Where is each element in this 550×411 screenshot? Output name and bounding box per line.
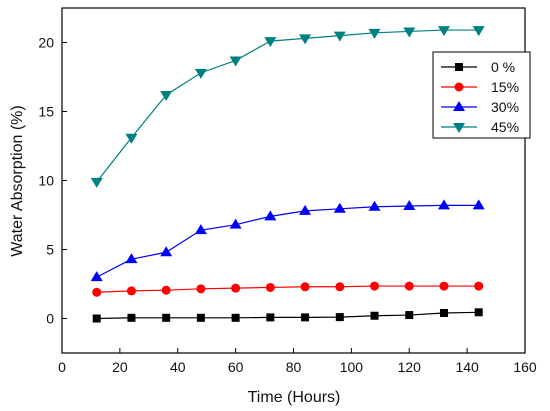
x-tick-label: 120 — [398, 359, 422, 375]
x-tick-label: 160 — [513, 359, 537, 375]
data-point — [231, 313, 240, 322]
y-tick-label: 20 — [38, 35, 54, 51]
data-point — [264, 37, 277, 48]
y-tick-label: 10 — [38, 173, 54, 189]
legend-item: 0 % — [441, 59, 515, 75]
series-line — [96, 311, 479, 320]
data-point — [368, 200, 381, 211]
data-point — [472, 199, 485, 210]
data-point — [299, 204, 312, 215]
x-axis-title: Time (Hours) — [248, 389, 341, 406]
data-point — [194, 224, 207, 235]
series-line — [96, 29, 479, 183]
x-tick-label: 140 — [455, 359, 479, 375]
x-tick-label: 40 — [170, 359, 186, 375]
data-point — [439, 308, 448, 317]
data-point — [266, 313, 275, 322]
y-axis: 0 5 10 15 20 — [38, 35, 67, 327]
data-point — [127, 313, 136, 322]
x-tick-label: 60 — [228, 359, 244, 375]
data-point — [160, 90, 173, 101]
x-tick-label: 100 — [340, 359, 364, 375]
data-point — [437, 199, 450, 210]
data-point — [404, 281, 414, 291]
data-point — [439, 281, 449, 291]
legend-marker — [453, 123, 465, 133]
legend: 0 % 15% 30% 45% — [432, 51, 531, 139]
data-point — [300, 282, 310, 292]
data-point — [125, 253, 138, 264]
legend-item: 30% — [441, 99, 519, 115]
data-point — [90, 177, 103, 188]
data-point — [301, 313, 310, 322]
data-point — [92, 287, 102, 297]
data-point — [370, 311, 379, 320]
data-point — [162, 313, 171, 322]
data-point — [437, 26, 450, 37]
data-point — [333, 31, 346, 42]
legend-marker — [455, 63, 463, 71]
data-point — [229, 218, 242, 229]
data-point — [472, 26, 485, 37]
legend-item: 45% — [441, 119, 519, 135]
data-point — [474, 308, 483, 317]
y-tick-label: 15 — [38, 104, 54, 120]
series-line — [96, 204, 479, 278]
data-point — [92, 314, 101, 323]
x-tick-label: 20 — [112, 359, 128, 375]
data-point — [299, 34, 312, 45]
data-point — [196, 313, 205, 322]
legend-label: 0 % — [491, 59, 515, 75]
data-point — [265, 282, 275, 292]
legend-label: 15% — [491, 79, 519, 95]
data-point — [335, 313, 344, 322]
legend-marker — [453, 101, 465, 111]
data-point — [368, 28, 381, 39]
data-point — [194, 68, 207, 79]
y-tick-label: 0 — [46, 311, 54, 327]
x-tick-label: 80 — [286, 359, 302, 375]
series-line — [96, 285, 479, 293]
data-point — [126, 286, 136, 296]
series-3 — [90, 199, 485, 282]
series-2 — [92, 281, 484, 297]
y-axis-title: Water Absorption (%) — [9, 105, 26, 256]
legend-item: 15% — [441, 79, 519, 95]
data-point — [333, 202, 346, 213]
legend-marker — [454, 82, 464, 92]
legend-label: 45% — [491, 119, 519, 135]
x-axis: 0 20 40 60 80 100 120 140 160 — [58, 348, 537, 375]
data-point — [231, 283, 241, 293]
data-point — [264, 210, 277, 221]
data-point — [125, 133, 138, 144]
data-point — [90, 271, 103, 282]
data-point — [229, 56, 242, 67]
data-point — [474, 281, 484, 291]
legend-label: 30% — [491, 99, 519, 115]
series-4 — [90, 26, 485, 188]
data-point — [335, 282, 345, 292]
data-point — [403, 27, 416, 38]
data-point — [196, 284, 206, 294]
data-point — [403, 200, 416, 211]
data-point — [161, 285, 171, 295]
legend-box — [432, 51, 531, 139]
data-point — [160, 246, 173, 257]
x-tick-label: 0 — [58, 359, 66, 375]
y-tick-label: 5 — [46, 242, 54, 258]
series-1 — [92, 308, 483, 323]
data-point — [370, 281, 380, 291]
series-layer — [90, 26, 485, 323]
data-point — [405, 311, 414, 320]
